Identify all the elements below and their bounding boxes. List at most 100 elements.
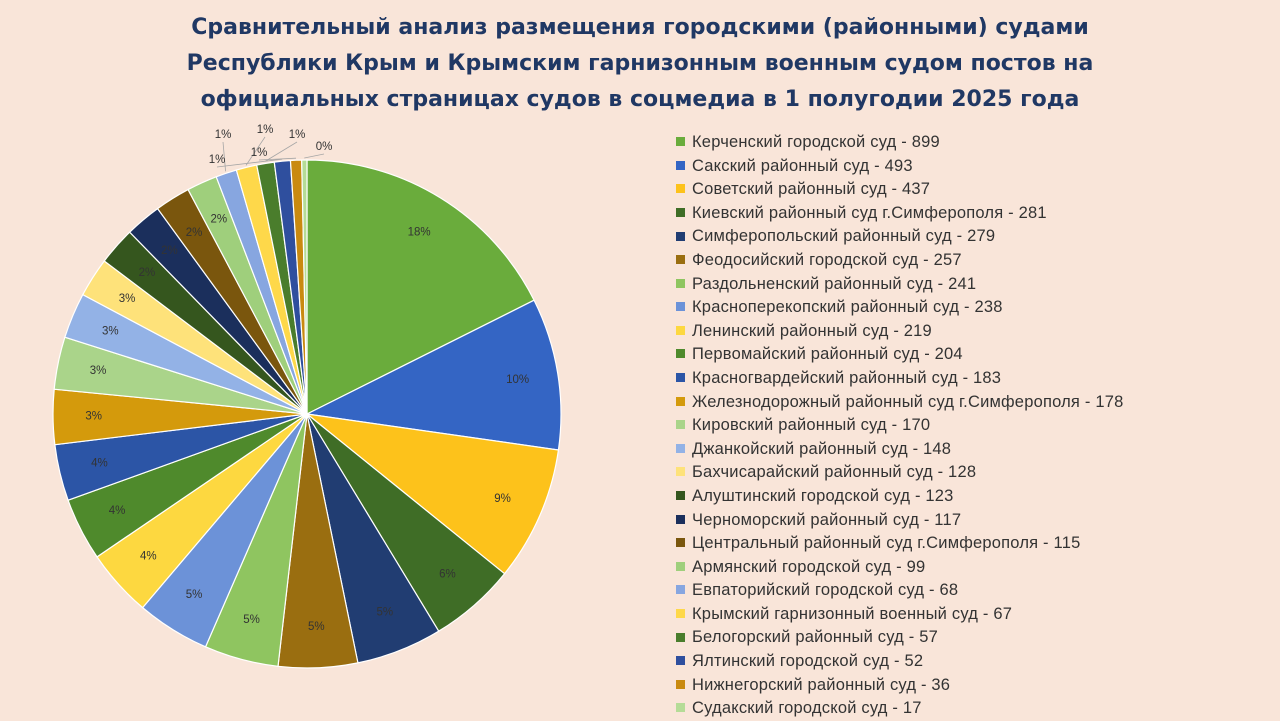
legend-swatch: [676, 160, 685, 170]
slice-percent-label: 1%: [289, 129, 306, 141]
legend-entry: Киевский районный суд г.Симферополя - 28…: [676, 202, 1276, 226]
slice-percent-label: 1%: [209, 154, 226, 166]
pie-slice: [306, 159, 535, 415]
legend-entry: Кировский районный суд - 170: [676, 414, 1276, 438]
slice-percent-label: 2%: [210, 214, 227, 226]
legend-label: Центральный районный суд г.Симферополя -…: [692, 534, 1081, 553]
chart-title-line: Сравнительный анализ размещения городски…: [191, 15, 1089, 40]
legend-swatch: [676, 443, 685, 453]
legend-swatch: [676, 491, 685, 501]
legend-entry: Первомайский районный суд - 204: [676, 343, 1276, 367]
slice-percent-label: 1%: [251, 147, 268, 159]
legend-entry: Центральный районный суд г.Симферополя -…: [676, 532, 1276, 556]
legend-label: Ленинский районный суд - 219: [692, 321, 932, 340]
legend-entry: Алуштинский городской суд - 123: [676, 485, 1276, 509]
legend-swatch: [676, 373, 685, 383]
legend-entry: Раздольненский районный суд - 241: [676, 273, 1276, 297]
slice-percent-label: 1%: [215, 129, 232, 141]
legend-entry: Армянский городской суд - 99: [676, 556, 1276, 580]
legend-entry: Евпаторийский городской суд - 68: [676, 579, 1276, 603]
slice-percent-label: 3%: [119, 293, 136, 305]
slice-percent-label: 6%: [439, 569, 456, 581]
legend-entry: Судакский городской суд - 17: [676, 697, 1276, 721]
slice-percent-label: 4%: [109, 505, 126, 517]
legend-swatch: [676, 561, 685, 571]
legend-swatch: [676, 703, 685, 713]
slice-percent-label: 2%: [139, 267, 156, 279]
legend-entry: Нижнегорский районный суд - 36: [676, 674, 1276, 698]
slice-percent-label: 10%: [506, 374, 529, 386]
legend-entry: Симферопольский районный суд - 279: [676, 225, 1276, 249]
slice-percent-label: 5%: [186, 589, 203, 601]
legend-swatch: [676, 679, 685, 689]
legend-swatch: [676, 420, 685, 430]
legend-label: Белогорский районный суд - 57: [692, 628, 938, 647]
slice-percent-label: 0%: [316, 141, 333, 153]
legend-label: Сакский районный суд - 493: [692, 156, 913, 175]
slice-percent-label: 5%: [243, 614, 260, 626]
legend-swatch: [676, 656, 685, 666]
legend-swatch: [676, 302, 685, 312]
legend-entry: Керченский городской суд - 899: [676, 131, 1276, 155]
pie-slice: [305, 299, 562, 451]
slice-percent-label: 2%: [186, 227, 203, 239]
legend-swatch: [676, 137, 685, 147]
legend-label: Керченский городской суд - 899: [692, 133, 940, 151]
legend-swatch: [676, 467, 685, 477]
legend-swatch: [676, 396, 685, 406]
legend-swatch: [676, 231, 685, 241]
legend-label: Кировский районный суд - 170: [692, 416, 931, 435]
legend-label: Первомайский районный суд - 204: [692, 345, 963, 364]
legend-label: Черноморский районный суд - 117: [692, 510, 962, 529]
slice-leader-line: [245, 136, 266, 166]
legend-swatch: [676, 632, 685, 642]
legend-label: Ялтинский городской суд - 52: [692, 652, 924, 671]
legend-entry: Джанкойский районный суд - 148: [676, 438, 1276, 462]
legend-swatch: [676, 609, 685, 619]
legend-swatch: [676, 255, 685, 265]
legend-label: Советский районный суд - 437: [692, 180, 931, 199]
legend-entry: Феодосийский городской суд - 257: [676, 249, 1276, 273]
slice-leader-line: [258, 157, 297, 161]
legend-label: Судакский городской суд - 17: [692, 699, 922, 718]
legend-label: Симферопольский районный суд - 279: [692, 227, 996, 246]
legend-swatch: [676, 207, 685, 217]
slice-percent-label: 18%: [408, 227, 431, 239]
chart-legend: Керченский городской суд - 899 Сакский ра…: [676, 131, 1276, 721]
slice-percent-label: 3%: [90, 365, 107, 377]
slice-percent-label: 9%: [494, 493, 511, 505]
legend-entry: Железнодорожный районный суд г.Симферопо…: [676, 391, 1276, 415]
legend-swatch: [676, 325, 685, 335]
legend-swatch: [676, 514, 685, 524]
legend-label: Алуштинский городской суд - 123: [692, 486, 954, 505]
legend-swatch: [676, 349, 685, 359]
legend-entry: Крымский гарнизонный военный суд - 67: [676, 603, 1276, 627]
legend-entry: Ялтинский городской суд - 52: [676, 650, 1276, 674]
legend-swatch: [676, 585, 685, 595]
legend-label: Красноперекопский районный суд - 238: [692, 298, 1003, 317]
slice-percent-label: 3%: [102, 325, 119, 337]
slice-leader-line: [264, 141, 298, 162]
legend-entry: Сакский районный суд - 493: [676, 155, 1276, 179]
legend-label: Крымский гарнизонный военный суд - 67: [692, 604, 1013, 623]
legend-entry: Черноморский районный суд - 117: [676, 509, 1276, 533]
chart-title-line: Республики Крым и Крымским гарнизонным в…: [186, 51, 1094, 76]
legend-label: Джанкойский районный суд - 148: [692, 439, 952, 458]
legend-label: Красногвардейский районный суд - 183: [692, 368, 1002, 387]
pie-slice: [301, 159, 308, 415]
legend-entry: Бахчисарайский районный суд - 128: [676, 461, 1276, 485]
slice-percent-label: 3%: [85, 411, 102, 423]
slice-percent-label: 4%: [140, 551, 157, 563]
legend-label: Бахчисарайский районный суд - 128: [692, 463, 977, 482]
chart-title-line: официальных страницах судов в соцмедиа в…: [200, 87, 1080, 112]
legend-entry: Красноперекопский районный суд - 238: [676, 296, 1276, 320]
legend-label: Армянский городской суд - 99: [692, 557, 926, 576]
pie-chart: 18% 10% 9% 6% 5% 5% 5% 5% 4% 4% 4% 3% 3% 3% 3% 2% 2% 2% 2%…: [52, 124, 562, 669]
legend-label: Раздольненский районный суд - 241: [692, 274, 977, 293]
legend-label: Феодосийский городской суд - 257: [692, 250, 962, 269]
slice-leader-line: [216, 158, 283, 168]
legend-entry: Красногвардейский районный суд - 183: [676, 367, 1276, 391]
legend-entry: Советский районный суд - 437: [676, 178, 1276, 202]
pie-slice: [304, 413, 560, 575]
slice-leader-line: [304, 153, 325, 159]
